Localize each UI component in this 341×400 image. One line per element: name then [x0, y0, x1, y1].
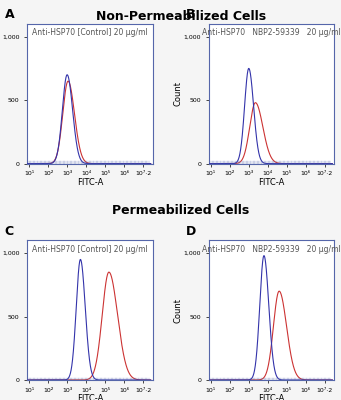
Text: Anti-HSP70 [Control] 20 µg/ml: Anti-HSP70 [Control] 20 µg/ml: [32, 28, 148, 37]
X-axis label: FITC-A: FITC-A: [258, 394, 285, 400]
Text: Anti-HSP70   NBP2-59339   20 µg/ml: Anti-HSP70 NBP2-59339 20 µg/ml: [202, 244, 341, 254]
Text: Non-Permeabilized Cells: Non-Permeabilized Cells: [96, 10, 266, 23]
Text: A: A: [5, 8, 14, 21]
Text: C: C: [5, 225, 14, 238]
X-axis label: FITC-A: FITC-A: [77, 178, 103, 187]
X-axis label: FITC-A: FITC-A: [258, 178, 285, 187]
Text: Anti-HSP70   NBP2-59339   20 µg/ml: Anti-HSP70 NBP2-59339 20 µg/ml: [202, 28, 341, 37]
Text: B: B: [187, 8, 196, 21]
Y-axis label: Count: Count: [173, 81, 182, 106]
Y-axis label: Count: Count: [0, 81, 1, 106]
Text: Anti-HSP70 [Control] 20 µg/ml: Anti-HSP70 [Control] 20 µg/ml: [32, 244, 148, 254]
Text: Permeabilized Cells: Permeabilized Cells: [112, 204, 249, 217]
X-axis label: FITC-A: FITC-A: [77, 394, 103, 400]
Y-axis label: Count: Count: [0, 298, 1, 323]
Y-axis label: Count: Count: [173, 298, 182, 323]
Text: D: D: [187, 225, 197, 238]
